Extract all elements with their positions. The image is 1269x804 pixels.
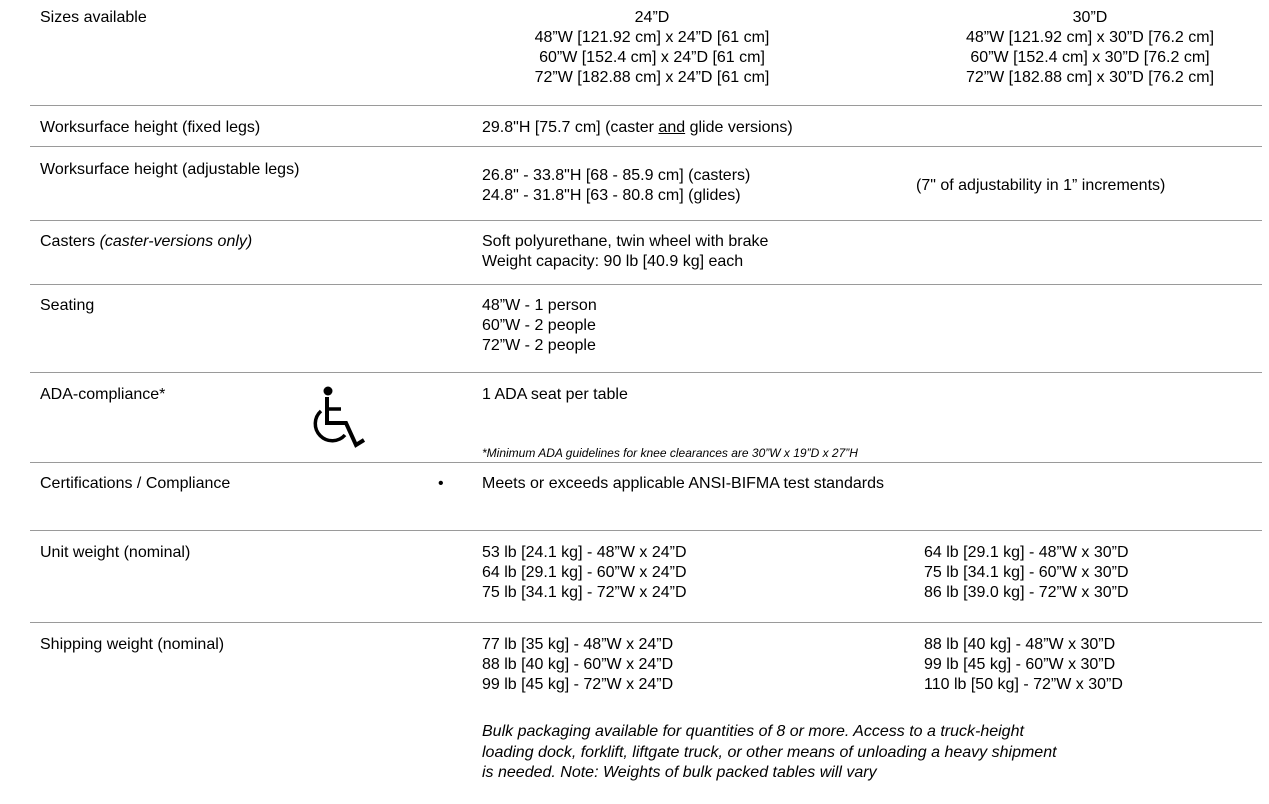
bulk-note-line: Bulk packaging available for quantities … <box>482 723 1024 740</box>
divider <box>30 622 1262 623</box>
unit-weight-label: Unit weight (nominal) <box>40 544 191 561</box>
shipping-weight-item: 99 lb [45 kg] - 72”W x 24”D <box>482 676 674 693</box>
divider <box>30 530 1262 531</box>
adjustable-height-values: 26.8" - 33.8"H [68 - 85.9 cm] (casters) … <box>482 166 750 206</box>
divider <box>30 146 1262 147</box>
unit-weight-24d: 53 lb [24.1 kg] - 48”W x 24”D 64 lb [29.… <box>482 543 687 603</box>
adjustable-note: (7" of adjustability in 1” increments) <box>916 177 1166 194</box>
seating-item: 72”W - 2 people <box>482 337 596 354</box>
adjustable-casters: 26.8" - 33.8"H [68 - 85.9 cm] (casters) <box>482 167 751 184</box>
sizes-30d-header: 30”D <box>1072 9 1108 26</box>
unit-weight-item: 53 lb [24.1 kg] - 48”W x 24”D <box>482 544 687 561</box>
fixed-height-underline: and <box>658 119 686 136</box>
unit-weight-item: 86 lb [39.0 kg] - 72”W x 30”D <box>924 584 1129 601</box>
shipping-weight-label: Shipping weight (nominal) <box>40 636 225 653</box>
shipping-weight-item: 88 lb [40 kg] - 48”W x 30”D <box>924 636 1116 653</box>
sizes-24d-item: 60”W [152.4 cm] x 24”D [61 cm] <box>539 49 765 66</box>
seating-values: 48”W - 1 person 60”W - 2 people 72”W - 2… <box>482 296 597 356</box>
unit-weight-item: 75 lb [34.1 kg] - 72”W x 24”D <box>482 584 687 601</box>
sizes-24d-item: 72”W [182.88 cm] x 24”D [61 cm] <box>534 69 770 86</box>
sizes-24d-column: 24”D 48”W [121.92 cm] x 24”D [61 cm] 60”… <box>482 8 822 88</box>
sizes-30d-item: 72”W [182.88 cm] x 30”D [76.2 cm] <box>965 69 1215 86</box>
shipping-weight-24d: 77 lb [35 kg] - 48”W x 24”D 88 lb [40 kg… <box>482 635 673 695</box>
unit-weight-30d: 64 lb [29.1 kg] - 48”W x 30”D 75 lb [34.… <box>924 543 1129 603</box>
sizes-label: Sizes available <box>40 9 147 26</box>
casters-label-text: Casters <box>40 233 96 250</box>
adjustable-glides: 24.8" - 31.8"H [63 - 80.8 cm] (glides) <box>482 187 741 204</box>
fixed-height-value-text: 29.8"H [75.7 cm] (caster <box>482 119 659 136</box>
shipping-weight-item: 110 lb [50 kg] - 72”W x 30”D <box>924 676 1123 693</box>
bulk-note-line: is needed. Note: Weights of bulk packed … <box>482 764 877 781</box>
bulk-note-line: loading dock, forklift, liftgate truck, … <box>482 743 1057 761</box>
sizes-24d-header: 24”D <box>634 9 670 26</box>
divider <box>30 372 1262 373</box>
divider <box>30 105 1262 106</box>
fixed-height-value-end: glide versions) <box>685 119 793 136</box>
ada-value: 1 ADA seat per table <box>482 386 628 403</box>
seating-label: Seating <box>40 297 95 314</box>
casters-values: Soft polyurethane, twin wheel with brake… <box>482 232 768 272</box>
certifications-label: Certifications / Compliance <box>40 475 231 492</box>
certifications-bullet: • <box>438 475 444 492</box>
certifications-value: Meets or exceeds applicable ANSI-BIFMA t… <box>482 475 884 492</box>
wheelchair-icon <box>313 386 366 448</box>
sizes-30d-item: 48”W [121.92 cm] x 30”D [76.2 cm] <box>965 29 1215 46</box>
unit-weight-item: 64 lb [29.1 kg] - 60”W x 24”D <box>482 564 687 581</box>
fixed-height-label: Worksurface height (fixed legs) <box>40 119 261 136</box>
casters-capacity: Weight capacity: 90 lb [40.9 kg] each <box>482 253 744 270</box>
casters-description: Soft polyurethane, twin wheel with brake <box>482 233 769 250</box>
casters-label: Casters (caster-versions only) <box>40 232 252 252</box>
shipping-weight-item: 88 lb [40 kg] - 60”W x 24”D <box>482 656 674 673</box>
sizes-30d-column: 30”D 48”W [121.92 cm] x 30”D [76.2 cm] 6… <box>920 8 1260 88</box>
divider <box>30 284 1262 285</box>
sizes-30d-item: 60”W [152.4 cm] x 30”D [76.2 cm] <box>970 49 1210 66</box>
casters-label-note: (caster-versions only) <box>99 233 253 250</box>
ada-label: ADA-compliance* <box>40 386 166 403</box>
adjustable-height-label: Worksurface height (adjustable legs) <box>40 161 300 178</box>
fixed-height-value: 29.8"H [75.7 cm] (caster and glide versi… <box>482 118 793 138</box>
shipping-weight-item: 77 lb [35 kg] - 48”W x 24”D <box>482 636 674 653</box>
shipping-weight-30d: 88 lb [40 kg] - 48”W x 30”D 99 lb [45 kg… <box>924 635 1123 695</box>
divider <box>30 220 1262 221</box>
unit-weight-item: 64 lb [29.1 kg] - 48”W x 30”D <box>924 544 1129 561</box>
bulk-packaging-note: Bulk packaging available for quantities … <box>482 722 1057 784</box>
ada-footnote: *Minimum ADA guidelines for knee clearan… <box>482 446 858 460</box>
shipping-weight-item: 99 lb [45 kg] - 60”W x 30”D <box>924 656 1116 673</box>
seating-item: 48”W - 1 person <box>482 297 597 314</box>
divider <box>30 462 1262 463</box>
seating-item: 60”W - 2 people <box>482 317 596 334</box>
sizes-24d-item: 48”W [121.92 cm] x 24”D [61 cm] <box>534 29 770 46</box>
unit-weight-item: 75 lb [34.1 kg] - 60”W x 30”D <box>924 564 1129 581</box>
